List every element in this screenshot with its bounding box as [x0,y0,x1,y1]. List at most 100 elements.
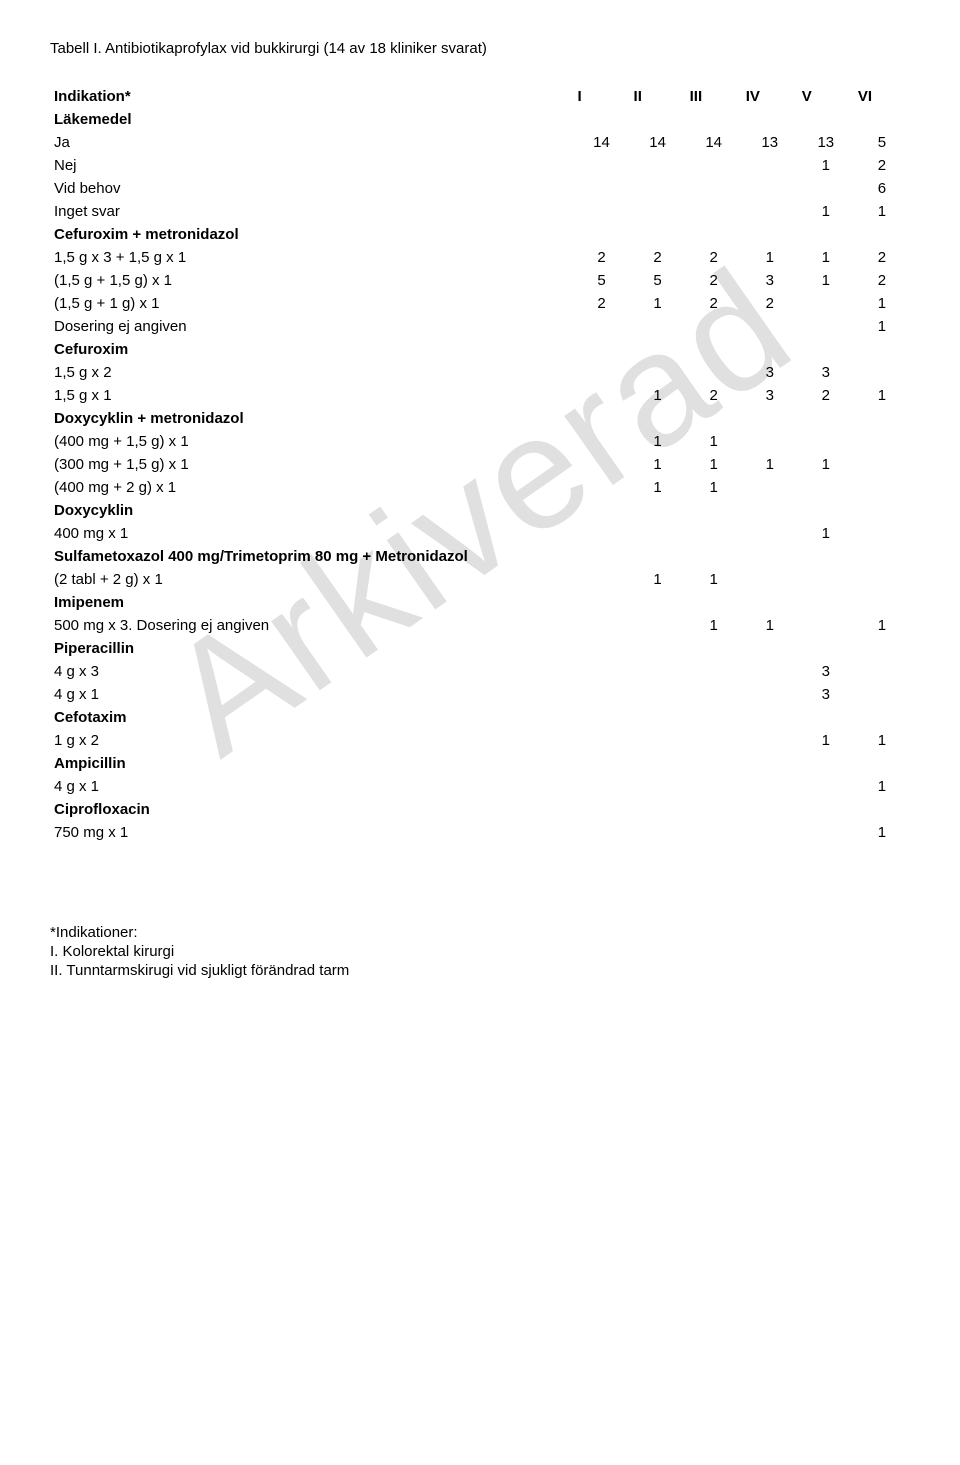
table-cell [630,660,686,683]
table-cell: 14 [630,131,686,154]
table-row: Läkemedel [50,108,910,131]
table-row: Inget svar11 [50,200,910,223]
table-cell: 2 [686,384,742,407]
table-row: 750 mg x 11 [50,821,910,844]
table-cell [742,798,798,821]
footer-notes: *Indikationer: I. Kolorektal kirurgi II.… [50,924,910,979]
table-cell: 1 [630,384,686,407]
row-label: Cefuroxim + metronidazol [50,223,573,246]
table-cell [686,660,742,683]
table-row: Imipenem [50,591,910,614]
footer-line: *Indikationer: [50,924,910,941]
table-cell [573,637,629,660]
table-header-row: Indikation* I II III IV V VI [50,85,910,108]
table-cell [798,637,854,660]
table-cell [854,522,910,545]
table-row: 1,5 g x 3 + 1,5 g x 1222112 [50,246,910,269]
table-cell [686,315,742,338]
table-cell [573,752,629,775]
row-label: Dosering ej angiven [50,315,573,338]
table-cell [573,177,629,200]
table-cell [686,338,742,361]
col-header: VI [854,85,910,108]
table-cell: 1 [686,476,742,499]
table-row: Ciprofloxacin [50,798,910,821]
table-row: 4 g x 33 [50,660,910,683]
table-cell [630,798,686,821]
table-cell [854,430,910,453]
row-label: Imipenem [50,591,573,614]
table-cell [742,821,798,844]
table-cell: 3 [742,384,798,407]
table-cell [742,430,798,453]
col-header: II [630,85,686,108]
table-cell [630,200,686,223]
table-cell [573,545,629,568]
table-cell [630,752,686,775]
table-cell [573,338,629,361]
table-cell: 1 [854,614,910,637]
table-cell [573,200,629,223]
table-cell [573,522,629,545]
row-label: 1 g x 2 [50,729,573,752]
table-cell: 2 [854,154,910,177]
col-header: V [798,85,854,108]
table-cell [686,177,742,200]
table-cell: 2 [686,269,742,292]
table-cell: 1 [798,269,854,292]
table-cell [686,729,742,752]
row-label: Läkemedel [50,108,573,131]
table-cell: 1 [686,430,742,453]
table-cell [854,499,910,522]
table-cell [686,637,742,660]
footer-line: II. Tunntarmskirugi vid sjukligt förändr… [50,962,910,979]
table-cell [630,637,686,660]
table-cell: 1 [686,568,742,591]
col-header: IV [742,85,798,108]
table-cell: 1 [742,453,798,476]
table-cell [798,177,854,200]
table-cell [686,522,742,545]
table-cell: 14 [573,131,629,154]
table-cell [798,338,854,361]
table-cell [686,108,742,131]
table-cell: 1 [798,246,854,269]
table-cell [854,568,910,591]
table-row: Dosering ej angiven1 [50,315,910,338]
table-cell [854,706,910,729]
table-cell [854,683,910,706]
table-cell [686,361,742,384]
table-cell [630,683,686,706]
table-cell [630,706,686,729]
footer-line: I. Kolorektal kirurgi [50,943,910,960]
table-cell: 1 [854,775,910,798]
table-cell [742,407,798,430]
table-cell [854,108,910,131]
table-row: Ampicillin [50,752,910,775]
table-cell [630,545,686,568]
table-cell [686,223,742,246]
table-cell [798,315,854,338]
table-cell [742,338,798,361]
table-cell [854,361,910,384]
table-cell [686,683,742,706]
table-cell [798,430,854,453]
row-label: Cefotaxim [50,706,573,729]
table-cell [630,315,686,338]
row-label: 4 g x 1 [50,683,573,706]
row-label: 4 g x 3 [50,660,573,683]
table-row: 400 mg x 11 [50,522,910,545]
table-cell [573,821,629,844]
table-cell: 1 [630,430,686,453]
row-label: Inget svar [50,200,573,223]
table-cell [798,499,854,522]
table-cell: 1 [854,292,910,315]
table-cell [742,154,798,177]
table-cell: 13 [798,131,854,154]
table-cell [742,522,798,545]
table-cell [742,545,798,568]
table-cell [630,223,686,246]
table-cell [742,476,798,499]
table-cell: 2 [686,292,742,315]
table-cell [573,568,629,591]
